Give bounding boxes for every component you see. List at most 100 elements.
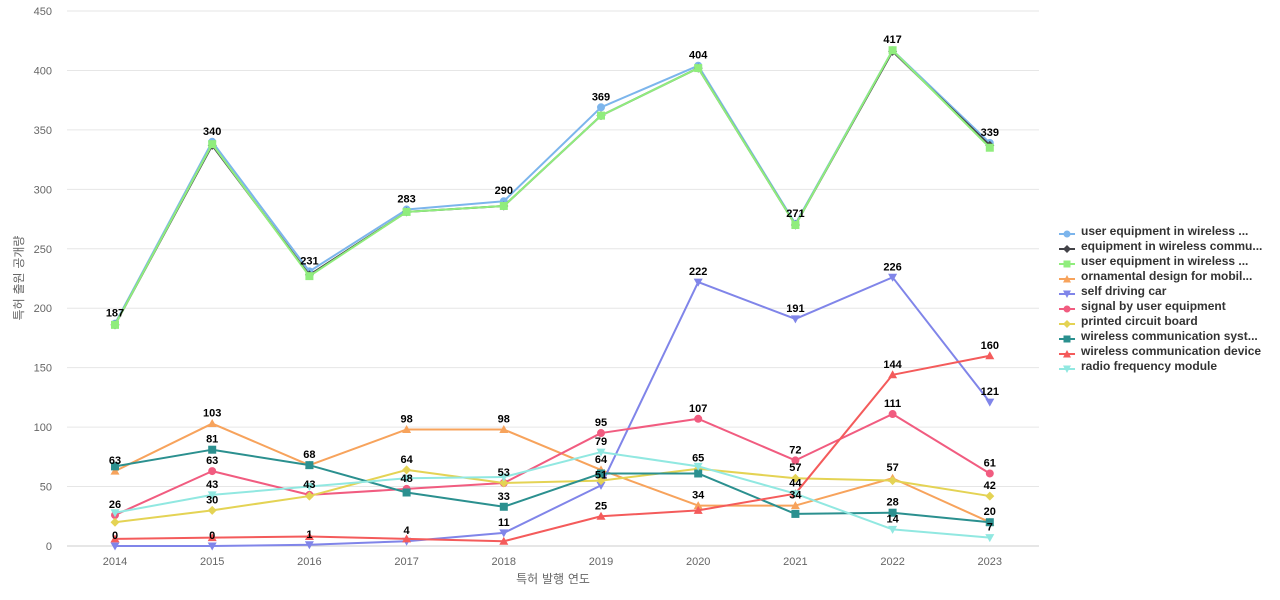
legend-item[interactable]: signal by user equipment <box>1059 298 1279 313</box>
legend-item[interactable]: printed circuit board <box>1059 313 1279 328</box>
data-point[interactable] <box>207 542 217 551</box>
data-point[interactable] <box>694 414 703 423</box>
data-point[interactable] <box>208 445 217 454</box>
series-layer <box>110 46 995 551</box>
data-point[interactable] <box>888 273 898 282</box>
legend-label: wireless communication device <box>1081 343 1262 358</box>
data-point[interactable] <box>207 491 217 500</box>
data-point[interactable] <box>596 476 606 486</box>
data-point[interactable] <box>985 518 994 527</box>
data-point[interactable] <box>111 462 119 471</box>
data-point[interactable] <box>888 410 897 419</box>
data-point[interactable] <box>208 140 217 149</box>
data-point[interactable] <box>402 424 412 433</box>
data-point[interactable] <box>402 488 411 497</box>
data-point[interactable] <box>985 469 994 478</box>
data-point[interactable] <box>791 456 800 465</box>
data-point[interactable] <box>985 351 995 360</box>
series-line <box>114 451 990 539</box>
series-line <box>114 422 991 524</box>
data-point[interactable] <box>888 476 898 486</box>
data-label: 53 <box>498 467 510 479</box>
data-point[interactable] <box>888 525 898 534</box>
data-point[interactable] <box>597 469 605 478</box>
data-point[interactable] <box>499 502 508 511</box>
data-label: 231 <box>300 255 318 267</box>
legend-item[interactable]: ornamental design for mobil... <box>1059 268 1279 283</box>
legend-item[interactable]: self driving car <box>1059 283 1279 298</box>
data-point[interactable] <box>596 511 606 520</box>
legend-label: ornamental design for mobil... <box>1081 268 1253 283</box>
data-point[interactable] <box>207 505 217 515</box>
data-point[interactable] <box>402 207 411 216</box>
data-label: 20 <box>984 506 996 518</box>
data-point[interactable] <box>208 467 217 476</box>
data-label: 34 <box>692 490 705 502</box>
data-point[interactable] <box>402 465 412 475</box>
data-point[interactable] <box>693 278 703 287</box>
data-point[interactable] <box>597 103 605 112</box>
data-point[interactable] <box>596 481 606 490</box>
data-point[interactable] <box>693 501 703 510</box>
data-point[interactable] <box>402 534 412 543</box>
legend-item[interactable]: user equipment in wireless ... <box>1059 253 1279 268</box>
data-point[interactable] <box>693 505 703 514</box>
data-point[interactable] <box>304 491 314 501</box>
data-point[interactable] <box>499 536 509 545</box>
legend-item[interactable]: equipment in wireless commu... <box>1059 238 1279 253</box>
data-point[interactable] <box>790 501 800 510</box>
data-point[interactable] <box>985 143 994 152</box>
data-point[interactable] <box>110 517 120 527</box>
data-point[interactable] <box>499 201 508 210</box>
data-point[interactable] <box>985 398 995 407</box>
data-point[interactable] <box>110 534 120 543</box>
data-point[interactable] <box>304 483 314 492</box>
data-point[interactable] <box>693 462 703 471</box>
data-label: 222 <box>689 266 707 278</box>
data-point[interactable] <box>694 64 703 73</box>
data-label: 25 <box>595 500 607 512</box>
data-point[interactable] <box>791 221 800 229</box>
legend-swatch-icon <box>1059 256 1075 267</box>
data-point[interactable] <box>888 46 897 55</box>
data-point[interactable] <box>499 424 509 433</box>
data-point[interactable] <box>110 509 120 518</box>
data-point[interactable] <box>305 272 314 281</box>
data-point[interactable] <box>111 320 119 329</box>
legend-item[interactable]: wireless communication device <box>1059 343 1279 358</box>
data-point[interactable] <box>597 111 605 120</box>
data-point[interactable] <box>304 541 314 550</box>
data-point[interactable] <box>499 478 509 488</box>
data-point[interactable] <box>790 473 800 483</box>
data-point[interactable] <box>207 533 217 542</box>
data-point[interactable] <box>694 469 703 478</box>
legend-item[interactable]: user equipment in wireless ... <box>1059 223 1279 238</box>
data-point[interactable] <box>596 448 606 457</box>
data-point[interactable] <box>888 370 898 379</box>
data-point[interactable] <box>110 466 120 475</box>
data-point[interactable] <box>402 474 412 483</box>
data-point[interactable] <box>790 315 800 324</box>
x-tick-label: 2014 <box>103 556 127 568</box>
legend-label: equipment in wireless commu... <box>1081 238 1263 253</box>
data-point[interactable] <box>304 531 314 540</box>
data-point[interactable] <box>790 490 800 499</box>
data-point[interactable] <box>888 508 897 517</box>
data-point[interactable] <box>207 419 217 428</box>
data-point[interactable] <box>985 534 995 543</box>
legend-label: self driving car <box>1081 283 1167 298</box>
data-label: 98 <box>400 413 412 425</box>
y-tick-label: 300 <box>34 184 52 196</box>
data-point[interactable] <box>305 461 314 470</box>
legend-item[interactable]: radio frequency module <box>1059 358 1279 373</box>
data-point[interactable] <box>597 429 605 438</box>
series-line <box>114 49 991 325</box>
data-point[interactable] <box>985 491 995 501</box>
data-point[interactable] <box>791 509 800 518</box>
data-label: 34 <box>789 490 802 502</box>
legend-swatch-icon <box>1059 286 1075 298</box>
legend-item[interactable]: wireless communication syst... <box>1059 328 1279 343</box>
data-point[interactable] <box>499 529 509 538</box>
data-point[interactable] <box>499 473 509 482</box>
data-point[interactable] <box>110 542 120 551</box>
